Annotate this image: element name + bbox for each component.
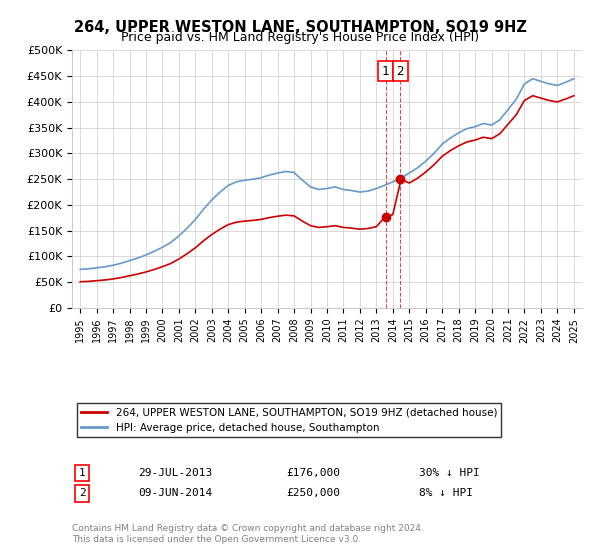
Text: 1: 1: [79, 468, 86, 478]
Text: 2: 2: [79, 488, 86, 498]
Text: £250,000: £250,000: [286, 488, 340, 498]
Text: 29-JUL-2013: 29-JUL-2013: [139, 468, 212, 478]
Text: Price paid vs. HM Land Registry's House Price Index (HPI): Price paid vs. HM Land Registry's House …: [121, 31, 479, 44]
Text: 09-JUN-2014: 09-JUN-2014: [139, 488, 212, 498]
Text: Contains HM Land Registry data © Crown copyright and database right 2024.
This d: Contains HM Land Registry data © Crown c…: [72, 524, 424, 544]
Text: 30% ↓ HPI: 30% ↓ HPI: [419, 468, 479, 478]
Text: 2: 2: [396, 64, 404, 77]
Legend: 264, UPPER WESTON LANE, SOUTHAMPTON, SO19 9HZ (detached house), HPI: Average pri: 264, UPPER WESTON LANE, SOUTHAMPTON, SO1…: [77, 403, 502, 437]
Text: 264, UPPER WESTON LANE, SOUTHAMPTON, SO19 9HZ: 264, UPPER WESTON LANE, SOUTHAMPTON, SO1…: [74, 20, 526, 35]
Text: 1: 1: [382, 64, 389, 77]
Text: £176,000: £176,000: [286, 468, 340, 478]
Text: 8% ↓ HPI: 8% ↓ HPI: [419, 488, 473, 498]
